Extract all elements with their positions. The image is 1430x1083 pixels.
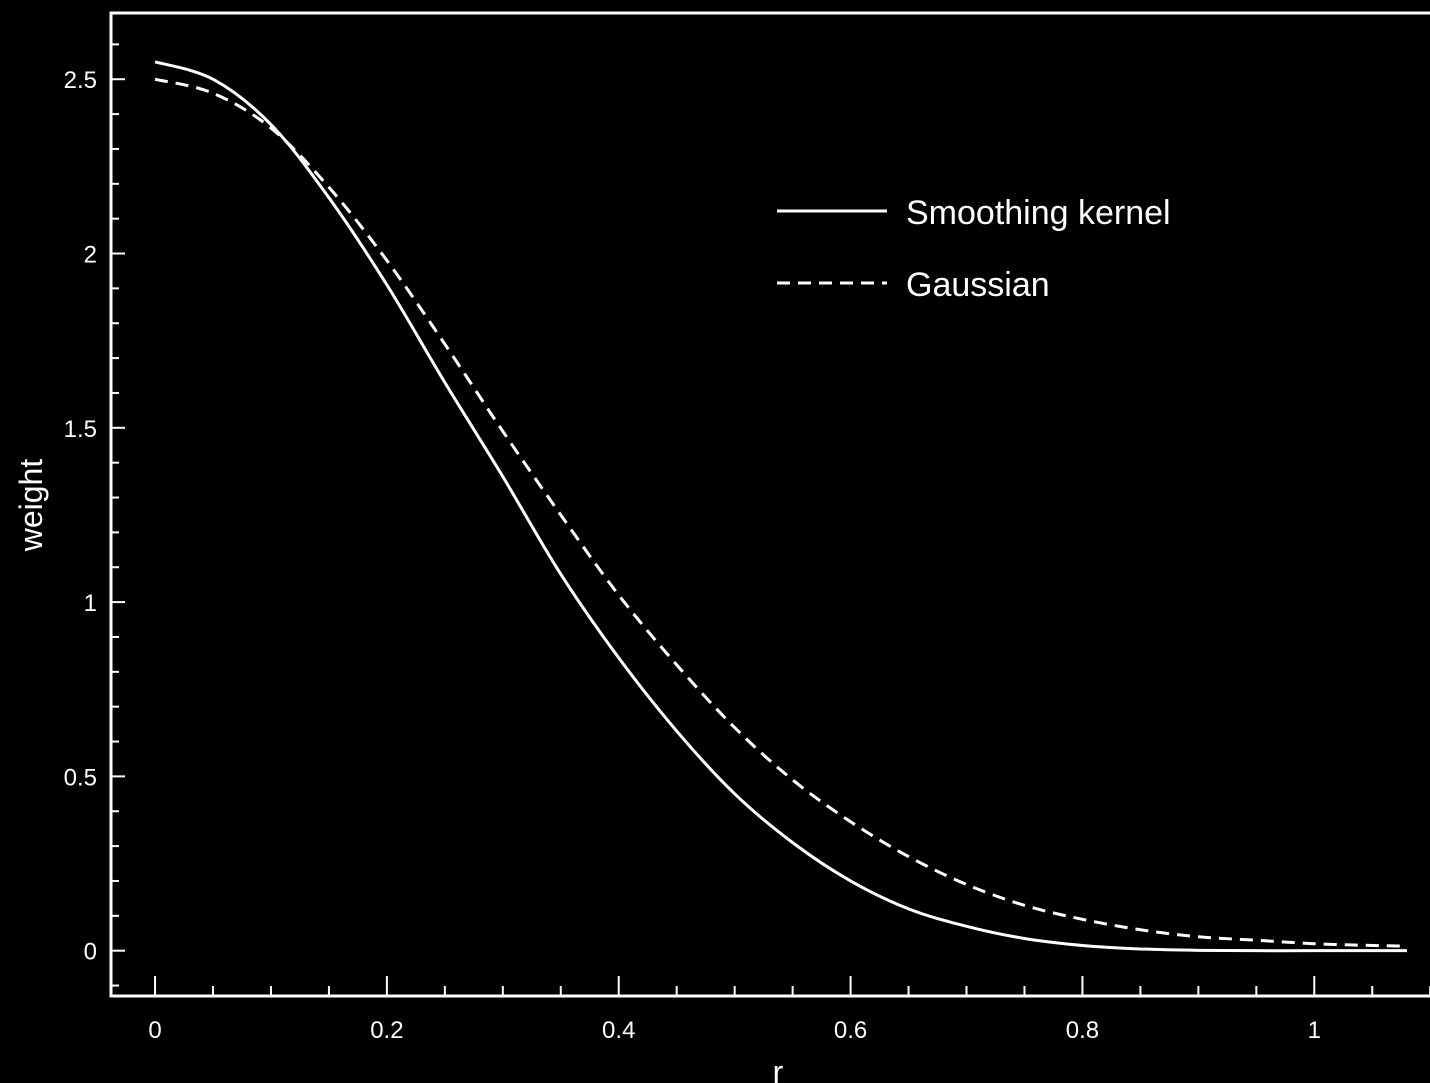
legend-label-smoothing-kernel: Smoothing kernel bbox=[906, 194, 1171, 232]
series-line-smoothing-kernel bbox=[154, 60, 1408, 953]
x-axis-label: r bbox=[773, 1054, 784, 1083]
x-axis-ticks: 0 0.2 0.4 0.6 0.8 1 bbox=[148, 976, 1430, 1044]
x-tick-label: 1 bbox=[1308, 1017, 1321, 1044]
y-tick-label: 0.5 bbox=[64, 764, 97, 791]
legend: Smoothing kernel Gaussian bbox=[777, 194, 1171, 304]
series-line-gaussian bbox=[154, 77, 1408, 948]
y-axis-ticks: 0 0.5 1 1.5 2 2.5 bbox=[64, 43, 125, 987]
y-tick-label: 2.5 bbox=[64, 67, 97, 94]
y-tick-label: 1.5 bbox=[64, 416, 97, 443]
y-tick-label: 0 bbox=[84, 939, 97, 966]
legend-label-gaussian: Gaussian bbox=[906, 266, 1050, 304]
y-tick-label: 1 bbox=[84, 590, 97, 617]
y-axis-label: weight bbox=[13, 459, 49, 553]
y-tick-label: 2 bbox=[84, 242, 97, 269]
x-tick-label: 0.4 bbox=[602, 1017, 635, 1044]
x-tick-label: 0.2 bbox=[370, 1017, 403, 1044]
x-tick-label: 0.8 bbox=[1066, 1017, 1099, 1044]
plot-frame bbox=[109, 11, 1430, 998]
series-layer bbox=[154, 60, 1408, 953]
x-tick-label: 0.6 bbox=[834, 1017, 867, 1044]
x-tick-label: 0 bbox=[148, 1017, 161, 1044]
